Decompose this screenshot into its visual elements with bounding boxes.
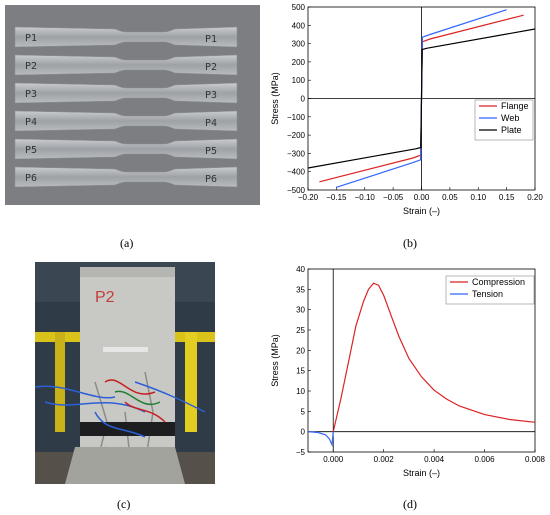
y-tick-label: 10 [296, 387, 305, 396]
steel-coupon: P1 P1 [14, 26, 238, 48]
y-tick-label: 40 [296, 265, 305, 274]
steel-coupon: P4 P4 [14, 110, 238, 132]
legend-entry: Plate [501, 125, 522, 135]
panel-label-d: (d) [403, 497, 417, 511]
y-tick-label: 500 [292, 3, 306, 12]
x-tick-label: −0.05 [383, 193, 404, 202]
y-tick-label: −300 [287, 149, 306, 158]
series-line-tension [307, 431, 334, 448]
y-tick-label: 35 [296, 285, 305, 294]
panel-label-a: (a) [120, 236, 134, 250]
y-tick-label: 15 [296, 367, 305, 376]
coupon-label-left: P3 [25, 89, 37, 100]
x-tick-label: 0.05 [442, 193, 458, 202]
legend-entry: Compression [472, 277, 525, 287]
coupon-label-left: P2 [25, 61, 37, 72]
y-tick-label: 20 [296, 346, 305, 355]
photo-steel-coupons: P1 P1 P2 P2 P3 P3 P4 P4 P5 P5 P6 P6 [5, 5, 260, 205]
steel-coupon: P2 P2 [14, 54, 238, 76]
x-tick-label: 0.008 [525, 455, 546, 464]
y-tick-label: 25 [296, 326, 305, 335]
y-tick-label: 200 [292, 58, 306, 67]
panel-label-b: (b) [403, 236, 417, 250]
x-tick-label: −0.10 [355, 193, 376, 202]
y-tick-label: 5 [301, 407, 306, 416]
coupon-label-right: P2 [205, 62, 217, 73]
y-tick-label: 100 [292, 76, 306, 85]
cylinder-label: P2 [95, 289, 115, 306]
coupon-label-left: P5 [25, 145, 37, 156]
y-tick-label: 0 [301, 428, 306, 437]
steel-coupon: P6 P6 [14, 166, 238, 188]
x-tick-label: 0.15 [499, 193, 515, 202]
coupon-label-right: P5 [205, 146, 217, 157]
chart-d: 0.000 0.002 0.004 0.006 0.008 −5 0 5 10 15 20 25 30 3… [270, 265, 546, 478]
legend-entry: Web [501, 113, 519, 123]
x-tick-label: 0.10 [470, 193, 486, 202]
legend-entry: Tension [472, 289, 503, 299]
coupon-label-right: P1 [205, 34, 217, 45]
series-line-plate [307, 28, 536, 169]
legend-box [445, 275, 535, 305]
y-tick-label: 300 [292, 40, 306, 49]
coupon-label-right: P3 [205, 90, 217, 101]
x-tick-label: 0.000 [323, 455, 344, 464]
y-tick-label: 400 [292, 21, 306, 30]
x-tick-label: 0.004 [424, 455, 445, 464]
y-tick-label: 0 [301, 95, 306, 104]
chart-d-container: 0.000 0.002 0.004 0.006 0.008 −5 0 5 10 15 20 25 30 3… [268, 262, 550, 487]
legend-box [474, 99, 534, 141]
chart-b: −0.20 −0.15 −0.10 −0.05 0.00 0.05 0.10 0.15 0.20… [270, 3, 543, 216]
y-tick-label: 30 [296, 306, 305, 315]
x-tick-label: −0.20 [298, 193, 319, 202]
x-tick-label: 0.00 [414, 193, 430, 202]
x-tick-label: 0.006 [475, 455, 496, 464]
steel-coupons-image: P1 P1 P2 P2 P3 P3 P4 P4 P5 P5 P6 P6 [5, 5, 260, 205]
legend-entry: Flange [501, 101, 529, 111]
y-tick-label: −5 [296, 448, 306, 457]
y-tick-label: −500 [287, 186, 306, 195]
steel-coupon: P5 P5 [14, 138, 238, 160]
series-line-compression [332, 282, 536, 432]
photo-concrete-cylinder: P2 [35, 262, 215, 484]
chart-b-container: −0.20 −0.15 −0.10 −0.05 0.00 0.05 0.10 0.15 0.20… [268, 0, 550, 225]
coupon-label-left: P1 [25, 33, 37, 44]
concrete-cylinder-image: P2 [35, 262, 215, 484]
coupon-label-right: P6 [205, 174, 217, 185]
x-tick-label: −0.15 [326, 193, 347, 202]
x-axis-label: Strain (–) [403, 206, 440, 216]
y-axis-label: Stress (MPa) [270, 334, 280, 387]
y-tick-label: −100 [287, 113, 306, 122]
y-axis-label: Stress (MPa) [270, 72, 280, 125]
x-tick-label: 0.20 [527, 193, 543, 202]
coupon-label-left: P4 [25, 117, 37, 128]
x-axis-label: Strain (–) [403, 468, 440, 478]
coupon-label-right: P4 [205, 118, 217, 129]
y-tick-label: −400 [287, 168, 306, 177]
coupon-label-left: P6 [25, 173, 37, 184]
y-tick-label: −200 [287, 131, 306, 140]
steel-coupon: P3 P3 [14, 82, 238, 104]
x-tick-label: 0.002 [374, 455, 395, 464]
panel-label-c: (c) [117, 497, 131, 511]
